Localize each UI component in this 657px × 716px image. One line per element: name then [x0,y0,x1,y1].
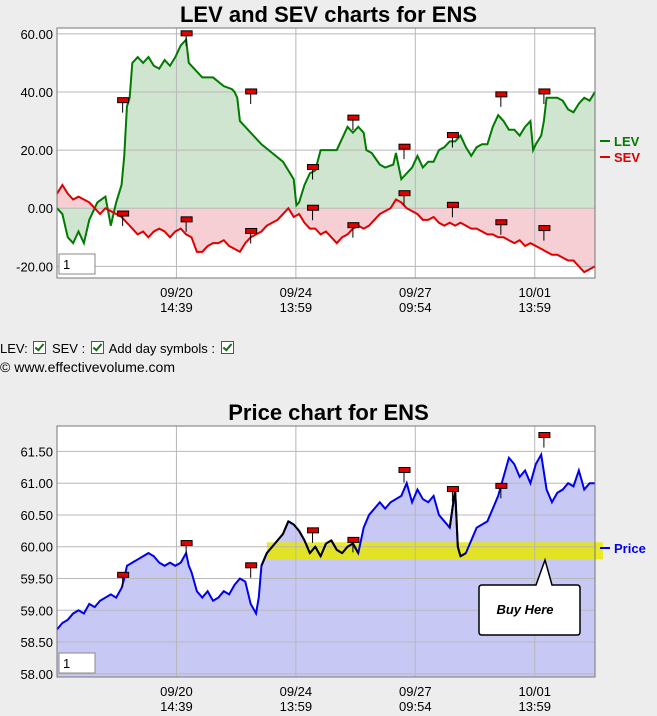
lev-chart-page-box-value: 1 [63,257,70,272]
lev-chart-day-marker [495,219,508,226]
lev-chart-x-tick-time: 14:39 [160,300,193,315]
price-chart-page-box [58,652,96,674]
price-chart-y-tick-label: 58.00 [20,667,53,682]
lev-chart-legend-label: SEV [614,150,640,165]
lev-chart-day-marker [117,210,130,217]
day-symbols-label: Add day symbols : [108,341,215,356]
lev-chart-y-tick-label: -20.00 [16,259,53,274]
price-chart-day-marker [347,536,360,543]
lev-chart-legend-label: LEV [614,134,640,149]
buy-here-bubble [478,557,581,636]
lev-chart-day-marker [117,97,130,104]
price-chart-y-tick-label: 59.50 [20,572,53,587]
lev-chart-y-tick-label: 40.00 [20,85,53,100]
lev-chart-x-tick-date: 09/24 [280,285,313,300]
price-chart-day-marker [495,482,508,489]
lev-chart-y-tick-label: 60.00 [20,27,53,42]
price-chart-x-tick-date: 09/27 [399,684,432,699]
price-chart-day-marker [538,432,551,439]
price-chart-page-box-value: 1 [63,656,70,671]
lev-chart-day-marker [347,114,360,121]
lev-checkbox[interactable] [33,341,47,354]
buy-here-callout: Buy Here [478,557,581,636]
lev-chart-day-marker [398,143,411,150]
lev-chart-x-tick-time: 13:59 [280,300,313,315]
price-chart-x-tick-time: 14:39 [160,699,193,714]
lev-chart-title: LEV and SEV charts for ENS [179,2,478,27]
lev-chart-day-marker [446,132,459,139]
sev-label: SEV : [51,341,86,356]
chart-controls: LEV: SEV : Add day symbols : [0,341,236,356]
lev-chart-x-tick-time: 09:54 [399,300,432,315]
lev-chart-day-marker [180,216,193,223]
price-chart-fill-price [57,454,595,677]
lev-chart-x-tick-date: 09/20 [160,285,193,300]
lev-chart-day-marker [538,225,551,232]
price-chart-x-tick-time: 13:59 [518,699,551,714]
price-chart-day-marker [398,466,411,473]
lev-chart-day-marker [398,190,411,197]
lev-chart-x-tick-time: 13:59 [518,300,551,315]
lev-chart-day-marker [245,88,258,95]
price-chart-y-tick-label: 61.00 [20,476,53,491]
price-chart-y-tick-label: 60.50 [20,508,53,523]
lev-chart-x-tick-date: 10/01 [518,285,551,300]
lev-chart-y-tick-label: 20.00 [20,143,53,158]
price-chart-x-tick-date: 09/24 [280,684,313,699]
lev-chart-day-marker [538,88,551,95]
price-line-buy-segment [260,489,467,567]
lev-chart-day-marker [307,164,320,171]
price-chart-title: Price chart for ENS [228,400,429,425]
lev-chart-day-marker [180,30,193,37]
price-chart-x-tick-time: 13:59 [280,699,313,714]
price-chart: 58.00 58.50 59.00 59.50 60.00 60.50 61.00 61.50… [20,425,646,714]
price-chart-day-marker [307,527,320,534]
lev-chart-line-lev [56,37,596,247]
lev-chart-y-tick-label: 0.00 [28,201,53,216]
lev-chart-day-marker [307,204,320,211]
day-symbols-checkbox[interactable] [220,341,234,354]
price-chart-day-marker [446,486,459,493]
lev-chart-page-box [58,253,96,275]
lev-chart-line-sev [56,183,596,274]
lev-chart-frame [56,27,596,279]
lev-chart-fill-sev [57,184,595,273]
price-chart-y-tick-label: 58.50 [20,635,53,650]
price-chart-day-marker [245,562,258,569]
price-chart-y-tick-label: 60.00 [20,540,53,555]
sev-checkbox[interactable] [90,341,104,354]
lev-chart-x-tick-date: 09/27 [399,285,432,300]
price-chart-day-marker [117,571,130,578]
copyright: © www.effectivevolume.com [0,359,176,375]
lev-chart-day-marker [347,222,360,229]
lev-label: LEV: [0,341,28,356]
price-chart-frame [56,425,596,678]
price-chart-x-tick-date: 10/01 [518,684,551,699]
price-chart-y-tick-label: 59.00 [20,603,53,618]
price-chart-day-marker [180,540,193,547]
price-chart-x-tick-time: 09:54 [399,699,432,714]
price-chart-legend-label: Price [614,541,646,556]
price-chart-y-tick-label: 61.50 [20,444,53,459]
price-chart-x-tick-date: 09/20 [160,684,193,699]
lev-chart-day-marker [245,227,258,234]
lev-chart-fill-lev [57,39,595,244]
buy-here-label: Buy Here [496,602,553,617]
lev-chart-day-marker [495,91,508,98]
lev-chart-day-marker [446,201,459,208]
